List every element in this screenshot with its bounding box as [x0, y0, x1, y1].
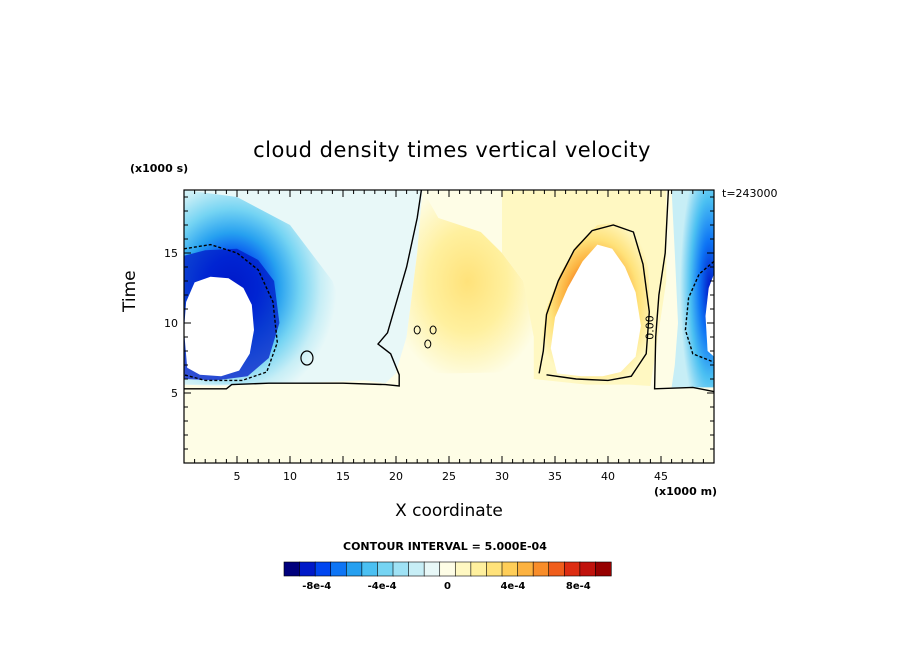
- small-loop-contour: [424, 339, 432, 349]
- colorbar-swatch: [361, 561, 379, 577]
- colorbar-swatch: [423, 561, 441, 577]
- x-tick-label: 20: [389, 470, 403, 483]
- colorbar-swatch: [563, 561, 581, 577]
- x-axis-label: X coordinate: [395, 501, 503, 521]
- time-label: t=243000: [722, 187, 778, 200]
- x-tick-label: 25: [442, 470, 456, 483]
- colorbar-swatch: [470, 561, 488, 577]
- mid-updraft-region: [396, 190, 540, 374]
- left-blank-region: [184, 276, 254, 377]
- colorbar-tick-label: -4e-4: [368, 581, 397, 592]
- y-axis-unit: (x1000 s): [130, 162, 189, 175]
- colorbar-swatch: [299, 561, 316, 577]
- chart-title: cloud density times vertical velocity: [253, 138, 651, 162]
- colorbar-tick-label: 8e-4: [566, 581, 591, 592]
- colorbar-swatch: [392, 561, 410, 577]
- colorbar-swatch: [345, 561, 363, 577]
- contour-label: 0.00: [644, 315, 657, 340]
- contour-layer: 0.00: [184, 190, 714, 393]
- x-tick-label: 5: [234, 470, 241, 483]
- colorbar-swatch: [532, 561, 550, 577]
- x-tick-label: 15: [336, 470, 350, 483]
- colorbar-swatch: [330, 561, 347, 577]
- colorbar-swatch: [548, 561, 565, 577]
- small-cell-contour: [300, 350, 314, 366]
- colorbar-swatch: [283, 561, 301, 577]
- colorbar-swatch: [486, 561, 503, 577]
- colorbar-swatch: [408, 561, 425, 577]
- x-axis-unit: (x1000 m): [654, 485, 718, 498]
- axes-layer: 5 10 15 20 25 30 35 40 45 5 10 15: [164, 189, 715, 483]
- far-downdraft-contour: [684, 260, 714, 363]
- zero-contour-right: [653, 190, 714, 393]
- right-blank-region: [550, 244, 641, 377]
- x-tick-label: 40: [601, 470, 615, 483]
- below-onset-region: [184, 388, 714, 463]
- colorbar-tick-label: 4e-4: [500, 581, 525, 592]
- x-tick-label: 10: [283, 470, 297, 483]
- colorbar-swatch: [517, 561, 534, 577]
- downdraft-contour: [184, 243, 279, 382]
- colorbar-swatch: [501, 561, 519, 577]
- small-loop-contour: [413, 325, 421, 335]
- y-tick-label: 15: [164, 247, 178, 260]
- zero-contour-left: [184, 190, 423, 390]
- updraft-contour: [538, 224, 651, 382]
- colorbar-swatch: [377, 561, 394, 577]
- small-loop-contour: [429, 325, 437, 335]
- contour-interval-note: CONTOUR INTERVAL = 5.000E-04: [343, 540, 547, 553]
- colorbar-tick-label: 0: [444, 581, 451, 592]
- y-tick-label: 10: [164, 317, 178, 330]
- x-tick-label: 45: [654, 470, 668, 483]
- colorbar-tick-label: -8e-4: [302, 581, 331, 592]
- colorbar-swatch: [439, 561, 456, 577]
- colorbar-swatch: [454, 561, 472, 577]
- field-layer: [184, 190, 714, 463]
- x-tick-label: 30: [495, 470, 509, 483]
- colorbar-swatch: [314, 561, 332, 577]
- colorbar: -8e-4 -4e-4 0 4e-4 8e-4: [283, 561, 612, 592]
- y-tick-label: 5: [171, 387, 178, 400]
- x-tick-label: 35: [548, 470, 562, 483]
- colorbar-swatch: [595, 561, 612, 577]
- colorbar-swatch: [579, 561, 597, 577]
